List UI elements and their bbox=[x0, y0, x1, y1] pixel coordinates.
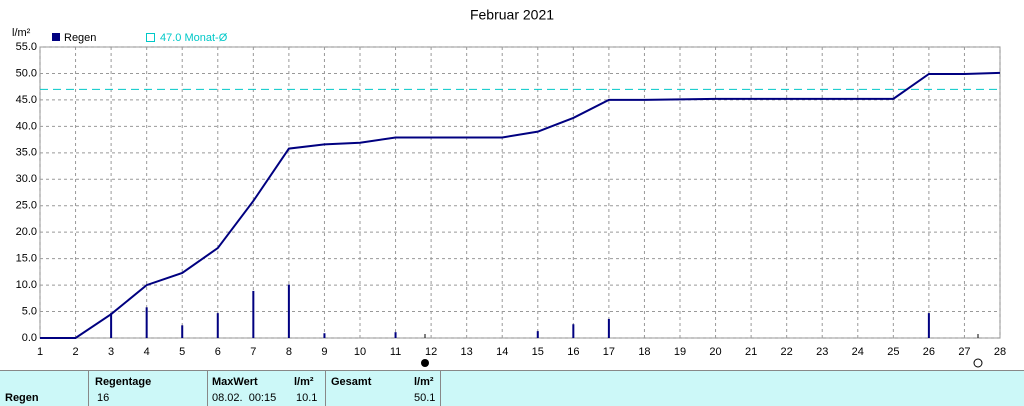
bar bbox=[536, 331, 539, 338]
x-tick-label: 17 bbox=[603, 346, 615, 358]
row-label: Regen bbox=[5, 392, 39, 404]
legend-swatch bbox=[146, 33, 155, 42]
bar bbox=[216, 313, 219, 338]
x-tick-label: 18 bbox=[638, 346, 650, 358]
x-tick-label: 26 bbox=[923, 346, 935, 358]
x-tick-label: 28 bbox=[994, 346, 1006, 358]
y-tick-label: 20.0 bbox=[16, 226, 37, 238]
bar bbox=[394, 332, 397, 338]
bar bbox=[110, 313, 113, 338]
y-tick-label: 5.0 bbox=[22, 305, 37, 317]
header: l/m² bbox=[294, 376, 314, 388]
legend-label: 47.0 Monat-Ø bbox=[160, 32, 228, 44]
x-tick-label: 10 bbox=[354, 346, 366, 358]
y-tick-label: 50.0 bbox=[16, 67, 37, 79]
header: Gesamt bbox=[331, 376, 372, 388]
chart-title: Februar 2021 bbox=[470, 7, 554, 23]
y-tick-label: 40.0 bbox=[16, 120, 37, 132]
x-tick-label: 27 bbox=[958, 346, 970, 358]
x-tick-label: 25 bbox=[887, 346, 899, 358]
x-tick-label: 7 bbox=[250, 346, 256, 358]
plot-area bbox=[39, 46, 1001, 339]
bar bbox=[323, 333, 326, 338]
x-tick-label: 4 bbox=[144, 346, 150, 358]
x-tick-label: 12 bbox=[425, 346, 437, 358]
x-tick-label: 3 bbox=[108, 346, 114, 358]
y-tick-label: 35.0 bbox=[16, 147, 37, 159]
full-moon bbox=[973, 358, 983, 368]
cumulative-line bbox=[40, 71, 1001, 339]
cell: 50.1 bbox=[414, 392, 435, 404]
bar bbox=[145, 307, 148, 338]
table-background bbox=[0, 370, 1024, 406]
summary-table: Regen Regentage MaxWert l/m² Gesamt l/m²… bbox=[0, 370, 1024, 406]
y-tick-label: 45.0 bbox=[16, 94, 37, 106]
x-tick-label: 13 bbox=[461, 346, 473, 358]
x-tick-label: 16 bbox=[567, 346, 579, 358]
header: Regentage bbox=[95, 376, 151, 388]
y-tick-label: 25.0 bbox=[16, 200, 37, 212]
x-tick-label: 1 bbox=[37, 346, 43, 358]
y-tick-label: 55.0 bbox=[16, 41, 37, 53]
bar bbox=[607, 318, 610, 338]
x-tick-label: 20 bbox=[709, 346, 721, 358]
bar bbox=[572, 324, 575, 338]
header: MaxWert bbox=[212, 376, 258, 388]
cell: 16 bbox=[97, 392, 109, 404]
x-tick-label: 14 bbox=[496, 346, 508, 358]
y-tick-label: 30.0 bbox=[16, 173, 37, 185]
legend-swatch bbox=[52, 33, 60, 41]
x-tick-label: 9 bbox=[321, 346, 327, 358]
cell: 08.02. 00:15 bbox=[212, 392, 276, 404]
header: l/m² bbox=[414, 376, 434, 388]
legend-label: Regen bbox=[64, 32, 96, 44]
y-tick-label: 15.0 bbox=[16, 253, 37, 265]
y-axis-label: l/m² bbox=[12, 27, 31, 39]
bar bbox=[927, 313, 930, 338]
x-tick-label: 21 bbox=[745, 346, 757, 358]
plot: 0.0 5.0 10.0 15.0 20.0 25.0 30.0 35.0 40.0 45.0 50… bbox=[16, 41, 1006, 368]
y-tick-label: 10.0 bbox=[16, 279, 37, 291]
x-tick-label: 11 bbox=[390, 346, 401, 358]
bar bbox=[287, 284, 290, 338]
x-tick-label: 5 bbox=[179, 346, 185, 358]
bar bbox=[181, 325, 184, 338]
x-tick-label: 24 bbox=[852, 346, 864, 358]
new-moon bbox=[421, 359, 429, 367]
x-tick-label: 19 bbox=[674, 346, 686, 358]
x-tick-label: 15 bbox=[532, 346, 544, 358]
bar bbox=[252, 290, 255, 338]
cell: 10.1 bbox=[296, 392, 317, 404]
x-tick-label: 2 bbox=[72, 346, 78, 358]
x-tick-label: 8 bbox=[286, 346, 292, 358]
y-tick-label: 0.0 bbox=[22, 332, 37, 344]
x-tick-label: 22 bbox=[781, 346, 793, 358]
x-tick-label: 23 bbox=[816, 346, 828, 358]
x-tick-label: 6 bbox=[215, 346, 221, 358]
